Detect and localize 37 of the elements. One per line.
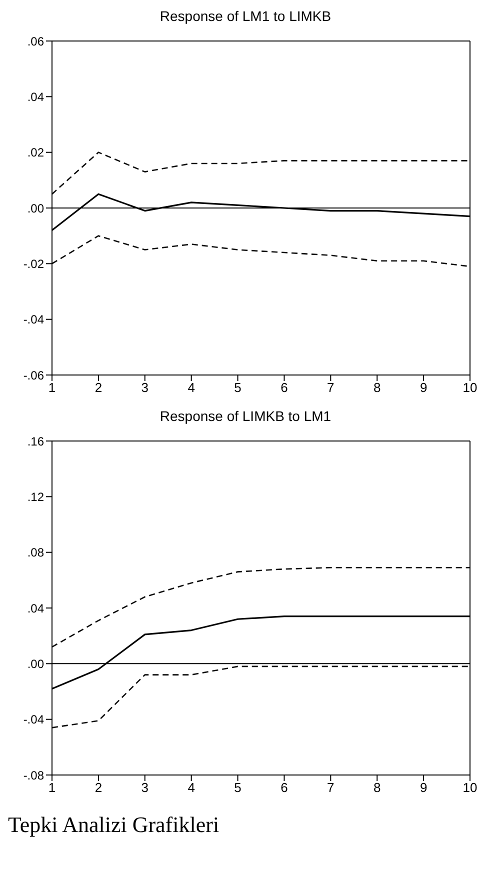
x-tick-label: 1 <box>48 780 56 796</box>
x-tick-label: 2 <box>94 380 102 396</box>
y-tick-label: .00 <box>27 656 44 671</box>
y-tick-label: .06 <box>27 34 44 48</box>
y-tick-label: .00 <box>27 201 44 216</box>
x-tick-label: 6 <box>280 780 288 796</box>
y-tick-label: .04 <box>27 601 44 616</box>
y-tick-label: .04 <box>27 90 44 104</box>
x-tick-label: 4 <box>188 380 195 396</box>
y-tick-label: -.04 <box>23 712 44 727</box>
chart-title: Response of LM1 to LIMKB <box>158 8 332 26</box>
chart-title: Response of LIMKB to LM1 <box>158 408 332 426</box>
text: Tepki Analizi Grafikleri <box>8 812 220 838</box>
x-tick-label: 2 <box>94 780 102 796</box>
x-tick-label: 5 <box>234 780 242 796</box>
y-tick-label: -.02 <box>23 256 44 271</box>
x-tick-label: 3 <box>141 380 149 396</box>
y-tick-label: .12 <box>27 490 44 504</box>
x-tick-label: 8 <box>373 780 381 796</box>
x-tick-label: 10 <box>462 780 478 796</box>
x-tick-label: 9 <box>420 780 428 796</box>
x-tick-label: 4 <box>188 780 195 796</box>
x-tick-label: 10 <box>462 380 478 396</box>
x-tick-label: 6 <box>280 380 288 396</box>
y-tick-label: .08 <box>27 546 44 560</box>
x-tick-label: 5 <box>234 380 242 396</box>
x-tick-label: 8 <box>373 380 381 396</box>
x-tick-label: 3 <box>141 780 149 796</box>
y-tick-label: .02 <box>27 146 44 160</box>
y-tick-label: .16 <box>27 434 44 448</box>
y-tick-label: -.06 <box>23 368 44 382</box>
x-tick-label: 7 <box>327 380 334 396</box>
x-tick-label: 7 <box>327 780 334 796</box>
y-tick-label: -.08 <box>23 768 44 782</box>
x-tick-label: 1 <box>48 380 56 396</box>
y-tick-label: -.04 <box>23 312 44 327</box>
x-tick-label: 9 <box>420 380 428 396</box>
